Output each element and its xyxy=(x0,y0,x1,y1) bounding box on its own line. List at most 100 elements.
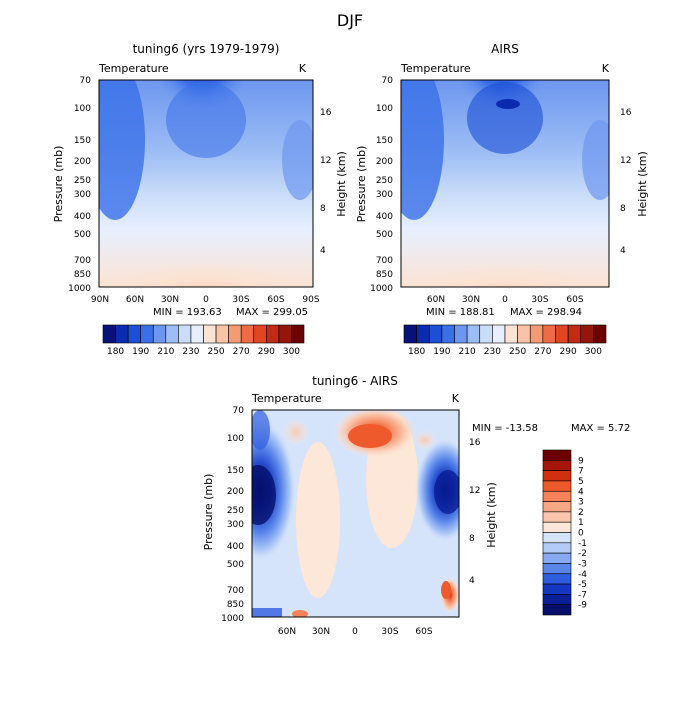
y-tick: 70 xyxy=(382,76,394,86)
x-tick: 30N xyxy=(312,627,330,637)
colorbar-swatch xyxy=(266,324,280,344)
colorbar-swatch xyxy=(542,594,572,605)
colorbar-label: -4 xyxy=(578,570,587,580)
x-tick: 60N xyxy=(427,295,445,305)
panel-diff-field xyxy=(252,410,459,617)
colorbar-swatch xyxy=(203,324,217,344)
panel-diff-y-axis: 70 100 150 200 250 300 400 500 700 850 1… xyxy=(221,406,244,624)
y-tick: 100 xyxy=(74,104,91,114)
panel-diff-right-axis: 4 8 12 16 xyxy=(469,438,481,586)
colorbar-label: -2 xyxy=(578,549,587,559)
colorbar-label: 300 xyxy=(585,347,602,357)
x-tick: 0 xyxy=(203,295,209,305)
panel-model-min: MIN = 193.63 xyxy=(153,307,222,318)
colorbar-label: 180 xyxy=(408,347,425,357)
colorbar-swatch xyxy=(542,480,572,492)
colorbar-label: 250 xyxy=(509,347,526,357)
colorbar-swatch xyxy=(428,324,443,344)
panel-airs-title: AIRS xyxy=(491,42,519,56)
colorbar-label: -9 xyxy=(578,601,587,611)
panel-diff-variable: Temperature xyxy=(251,392,322,405)
y-tick: 250 xyxy=(227,506,244,516)
colorbar-label: 3 xyxy=(578,498,584,508)
height-tick: 4 xyxy=(620,246,626,256)
colorbar-swatch xyxy=(152,324,167,344)
panel-diff-min: MIN = -13.58 xyxy=(472,423,538,434)
height-tick: 16 xyxy=(320,108,332,118)
panel-airs-variable: Temperature xyxy=(400,62,471,75)
panel-model-frame xyxy=(98,79,314,288)
colorbar-label: 270 xyxy=(534,347,551,357)
y-tick: 700 xyxy=(376,256,393,266)
x-tick: 90N xyxy=(91,295,109,305)
y-tick: 1000 xyxy=(68,284,91,294)
y-tick: 300 xyxy=(227,520,244,530)
colorbar-label: 250 xyxy=(207,347,224,357)
colorbar-label: 270 xyxy=(233,347,250,357)
colorbar-swatch xyxy=(140,324,154,344)
height-tick: 4 xyxy=(469,576,475,586)
panel-model-max: MAX = 299.05 xyxy=(236,307,308,318)
colorbar-swatch xyxy=(542,324,556,344)
y-tick: 250 xyxy=(74,176,91,186)
panel-model-ylabel-right: Height (km) xyxy=(335,151,348,217)
colorbar-label: 1 xyxy=(578,518,584,528)
x-tick: 30N xyxy=(462,295,480,305)
height-tick: 16 xyxy=(620,108,632,118)
panel-diff-x-axis: 60N 30N 0 30S 60S xyxy=(278,627,433,637)
panel-diff-ylabel-right: Height (km) xyxy=(485,482,498,548)
colorbar-swatch xyxy=(454,324,468,344)
colorbar-swatch xyxy=(504,324,518,344)
x-tick: 30S xyxy=(381,627,398,637)
panel-diff-units: K xyxy=(452,392,460,405)
colorbar-label: 190 xyxy=(433,347,450,357)
panel-airs-field xyxy=(401,80,609,287)
colorbar-swatch xyxy=(215,324,229,344)
colorbar-swatch xyxy=(542,511,572,523)
y-tick: 400 xyxy=(74,212,91,222)
y-tick: 1000 xyxy=(221,614,244,624)
height-tick: 4 xyxy=(320,246,326,256)
y-tick: 150 xyxy=(227,466,244,476)
x-tick: 60S xyxy=(267,295,284,305)
colorbar-label: 2 xyxy=(578,508,584,518)
panel-model: tuning6 (yrs 1979-1979) Temperature K 70… xyxy=(52,42,348,357)
y-tick: 250 xyxy=(376,176,393,186)
y-tick: 500 xyxy=(227,560,244,570)
x-tick: 60S xyxy=(415,627,432,637)
y-tick: 500 xyxy=(74,230,91,240)
colorbar-swatch xyxy=(542,583,572,595)
colorbar-label: 9 xyxy=(578,456,584,466)
colorbar-swatch xyxy=(542,604,572,616)
y-tick: 700 xyxy=(74,256,91,266)
x-tick: 30S xyxy=(232,295,249,305)
x-tick: 60N xyxy=(126,295,144,305)
height-tick: 12 xyxy=(620,156,631,166)
panel-airs-colorbar: 180 190 210 230 250 270 290 300 xyxy=(403,324,607,357)
colorbar-swatch xyxy=(240,324,255,344)
x-tick: 90S xyxy=(302,295,319,305)
panel-model-title: tuning6 (yrs 1979-1979) xyxy=(133,42,280,56)
colorbar-label: 180 xyxy=(107,347,124,357)
panel-model-colorbar: 180 190 210 230 250 270 290 300 xyxy=(102,324,305,357)
colorbar-swatch xyxy=(253,324,267,344)
height-tick: 12 xyxy=(320,156,331,166)
colorbar-label: 230 xyxy=(182,347,199,357)
colorbar-swatch xyxy=(542,563,572,575)
colorbar-swatch xyxy=(416,324,430,344)
panel-airs-max: MAX = 298.94 xyxy=(510,307,582,318)
colorbar-label: 0 xyxy=(578,529,584,539)
y-tick: 300 xyxy=(376,190,393,200)
panel-model-right-axis: 4 8 12 16 xyxy=(320,108,332,256)
y-tick: 70 xyxy=(233,406,245,416)
y-tick: 400 xyxy=(376,212,393,222)
colorbar-label: 210 xyxy=(459,347,476,357)
colorbar-swatch xyxy=(580,324,594,344)
panel-diff-title: tuning6 - AIRS xyxy=(312,374,398,388)
colorbar-swatch xyxy=(542,470,572,482)
colorbar-label: 210 xyxy=(157,347,174,357)
panel-model-units: K xyxy=(299,62,307,75)
panel-airs-right-axis: 4 8 12 16 xyxy=(620,108,632,256)
